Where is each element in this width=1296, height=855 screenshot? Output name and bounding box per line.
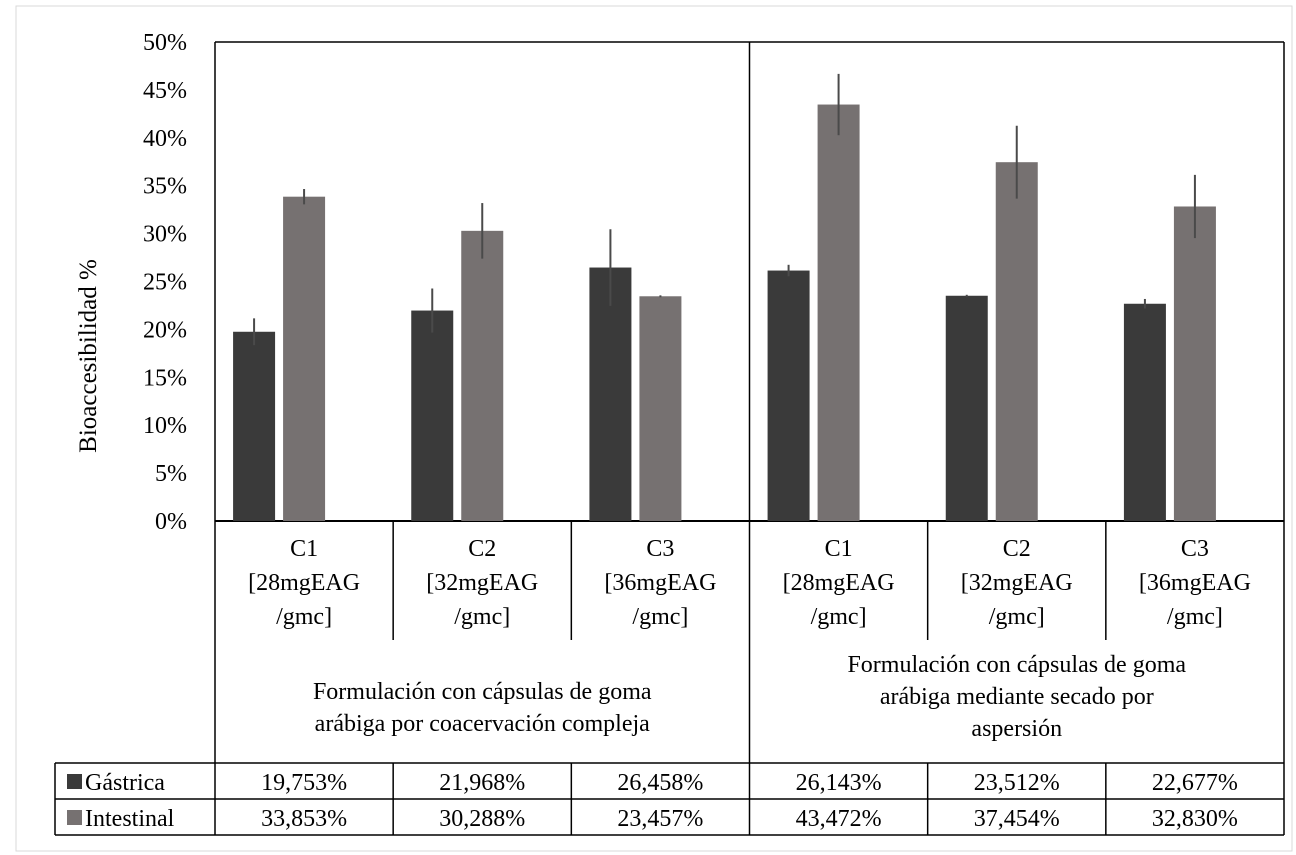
y-tick-label: 35% (143, 174, 187, 200)
y-tick-label: 5% (155, 461, 187, 487)
data-table-cell: 26,143% (796, 770, 882, 796)
bar-intestinal-3 (639, 296, 682, 521)
bar-intestinal-1 (283, 196, 326, 521)
legend-swatch-gástrica (67, 774, 82, 789)
bar-gástrica-6 (1123, 303, 1166, 521)
bar-gástrica-3 (589, 267, 632, 521)
y-tick-label: 30% (143, 222, 187, 248)
data-table-cell: 33,853% (261, 806, 347, 832)
bar-gástrica-5 (945, 295, 988, 521)
category-label-line2: [36mgEAG (604, 570, 716, 596)
category-label-line3: /gmc] (811, 604, 867, 630)
y-axis-title: Bioaccesibilidad % (75, 259, 102, 453)
group-label: arábiga mediante secado por (880, 684, 1154, 710)
y-tick-label: 45% (143, 78, 187, 104)
y-tick-label: 40% (143, 126, 187, 152)
data-table-cell: 43,472% (796, 806, 882, 832)
category-label-line2: [36mgEAG (1139, 570, 1251, 596)
group-label: arábiga por coacervación compleja (315, 711, 650, 737)
category-label-line1: C2 (1003, 536, 1031, 562)
bar-gástrica-1 (233, 331, 276, 521)
bar-gástrica-2 (411, 310, 454, 521)
group-label: Formulación con cápsulas de goma (313, 679, 652, 705)
y-tick-label: 25% (143, 270, 187, 296)
bar-intestinal-5 (995, 162, 1038, 521)
y-tick-label: 15% (143, 365, 187, 391)
data-table-cell: 26,458% (617, 770, 703, 796)
category-label-line2: [32mgEAG (426, 570, 538, 596)
data-table-cell: 23,457% (617, 806, 703, 832)
data-table-cell: 37,454% (974, 806, 1060, 832)
data-table-cell: 21,968% (439, 770, 525, 796)
category-label-line2: [32mgEAG (961, 570, 1073, 596)
bar-intestinal-2 (461, 230, 504, 522)
category-label-line1: C3 (1181, 536, 1209, 562)
category-label-line1: C3 (646, 536, 674, 562)
y-tick-label: 0% (155, 509, 187, 535)
category-label-line1: C1 (290, 536, 318, 562)
y-tick-label: 10% (143, 413, 187, 439)
category-label-line3: /gmc] (632, 604, 688, 630)
group-label: Formulación con cápsulas de goma (847, 652, 1186, 678)
category-label-line2: [28mgEAG (248, 570, 360, 596)
category-label-line1: C1 (825, 536, 853, 562)
y-tick-label: 20% (143, 317, 187, 343)
y-tick-label: 50% (143, 30, 187, 56)
bar-intestinal-4 (817, 104, 860, 521)
legend-label: Intestinal (85, 806, 175, 832)
category-label-line3: /gmc] (1167, 604, 1223, 630)
chart-frame (15, 5, 1293, 852)
category-label-line1: C2 (468, 536, 496, 562)
bar-gástrica-4 (767, 270, 810, 521)
legend-label: Gástrica (85, 770, 165, 796)
category-label-line2: [28mgEAG (783, 570, 895, 596)
data-table-cell: 30,288% (439, 806, 525, 832)
data-table-cell: 19,753% (261, 770, 347, 796)
data-table-cell: 22,677% (1152, 770, 1238, 796)
bar-intestinal-6 (1173, 206, 1216, 522)
legend-swatch-intestinal (67, 810, 82, 825)
data-table-cell: 32,830% (1152, 806, 1238, 832)
category-label-line3: /gmc] (276, 604, 332, 630)
data-table-cell: 23,512% (974, 770, 1060, 796)
group-label: aspersión (971, 716, 1062, 742)
category-label-line3: /gmc] (454, 604, 510, 630)
category-label-line3: /gmc] (989, 604, 1045, 630)
